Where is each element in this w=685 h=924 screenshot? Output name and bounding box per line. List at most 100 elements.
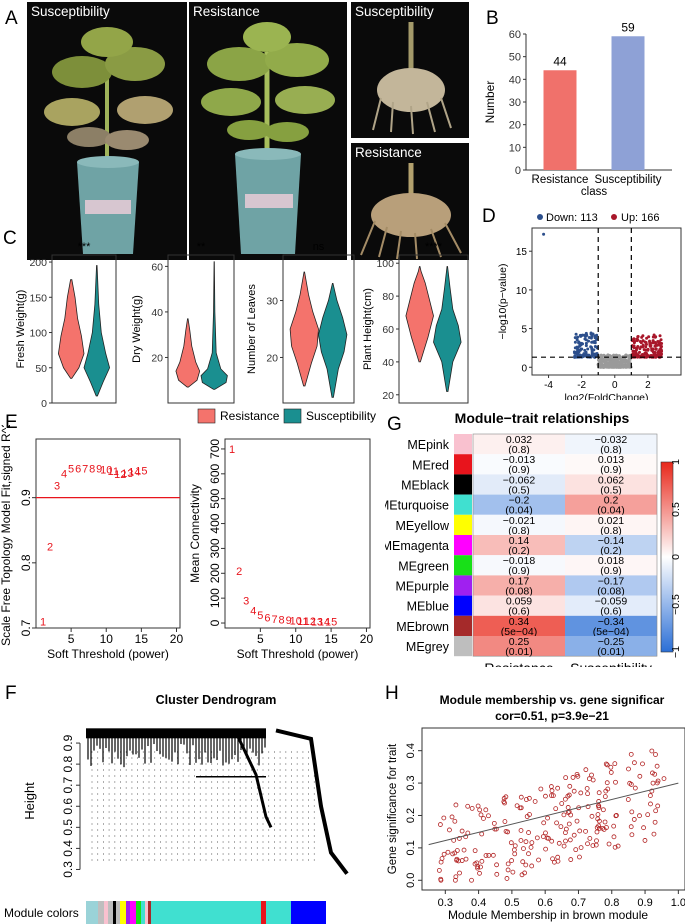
correlation-value: −0.2 bbox=[509, 495, 530, 507]
x-tick-label: 0.4 bbox=[471, 897, 486, 909]
data-point bbox=[584, 786, 590, 791]
y-tick-label: 20 bbox=[151, 352, 163, 364]
data-point bbox=[436, 867, 442, 873]
y-tick-label: 60 bbox=[151, 261, 163, 273]
x-tick-label: 0 bbox=[612, 380, 618, 391]
y-tick-label: 300 bbox=[208, 538, 222, 558]
x-tick-label: 0.6 bbox=[538, 897, 553, 909]
data-point bbox=[555, 858, 561, 864]
point-up bbox=[641, 334, 645, 338]
data-point bbox=[559, 801, 565, 806]
y-tick-label: 60 bbox=[382, 324, 394, 336]
data-point bbox=[571, 788, 577, 794]
correlation-value: 0.2 bbox=[604, 495, 619, 507]
y-tick-label: 0.7 bbox=[61, 777, 75, 794]
point-up bbox=[645, 336, 649, 340]
data-point bbox=[454, 848, 460, 853]
data-point bbox=[567, 837, 573, 843]
p-value: (0.2) bbox=[508, 545, 530, 557]
point-up bbox=[637, 350, 641, 354]
x-axis-label: class bbox=[581, 186, 607, 198]
x-tick-label: 2 bbox=[645, 380, 651, 391]
bar bbox=[611, 36, 645, 171]
colorbar-tick-label: 0.5 bbox=[670, 502, 682, 517]
heatmap-cell bbox=[473, 434, 565, 455]
module-color-segment bbox=[104, 901, 108, 924]
y-tick-label: 40 bbox=[509, 74, 521, 86]
violin bbox=[433, 266, 462, 392]
power-label: 1 bbox=[40, 616, 46, 628]
data-point bbox=[452, 818, 458, 824]
data-point bbox=[504, 876, 510, 881]
data-point bbox=[453, 874, 459, 880]
data-point bbox=[526, 830, 531, 835]
correlation-value: −0.018 bbox=[503, 555, 536, 567]
heatmap-cell bbox=[473, 535, 565, 556]
y-tick-label: 15 bbox=[516, 247, 528, 258]
point-up bbox=[640, 353, 644, 357]
p-value: (0.6) bbox=[600, 606, 622, 618]
x-tick-label: 20 bbox=[360, 632, 374, 646]
x-tick-label: -2 bbox=[577, 380, 586, 391]
y-tick-label: 0 bbox=[515, 165, 521, 177]
y-tick-label: 0.2 bbox=[405, 808, 417, 823]
data-point bbox=[454, 857, 460, 863]
data-point bbox=[447, 827, 452, 833]
data-point bbox=[494, 862, 499, 868]
chart-title: Cluster Dendrogram bbox=[156, 693, 277, 707]
module-name: MEmagenta bbox=[385, 539, 449, 553]
data-point bbox=[612, 844, 618, 850]
photo-resistant-root: Resistance bbox=[351, 143, 469, 260]
data-point bbox=[632, 785, 638, 791]
correlation-value: 0.17 bbox=[509, 575, 530, 587]
module-name: MEyellow bbox=[396, 519, 450, 533]
point-down bbox=[587, 339, 591, 343]
module-color-swatch bbox=[454, 434, 472, 455]
data-point bbox=[577, 854, 582, 860]
p-value: (0.8) bbox=[600, 444, 622, 456]
point-up bbox=[639, 341, 643, 345]
power-label: 7 bbox=[271, 614, 277, 626]
data-point bbox=[563, 830, 568, 836]
module-color-swatch bbox=[454, 555, 472, 576]
x-axis-label: Soft Threshold (power) bbox=[47, 647, 169, 661]
power-label: 14 bbox=[128, 467, 140, 479]
data-point bbox=[562, 796, 568, 802]
data-point bbox=[596, 803, 602, 809]
heatmap-cell bbox=[565, 474, 657, 495]
data-point bbox=[519, 872, 525, 878]
y-tick-label: 10 bbox=[516, 286, 528, 297]
module-color-swatch bbox=[454, 494, 472, 515]
point-ns bbox=[615, 360, 619, 364]
chart-subtitle: cor=0.51, p=3.9e−21 bbox=[495, 709, 609, 723]
module-color-segment bbox=[136, 901, 141, 924]
significance-label: *** bbox=[78, 241, 92, 253]
point-down bbox=[583, 348, 587, 352]
point-down bbox=[591, 332, 595, 336]
heatmap-cell bbox=[565, 535, 657, 556]
x-axis-label: log2(FoldChange) bbox=[564, 392, 648, 400]
legend-label: Up: 166 bbox=[621, 212, 660, 224]
data-point bbox=[587, 836, 593, 841]
point-ns bbox=[603, 361, 607, 365]
y-tick-label: 0.7 bbox=[19, 619, 33, 636]
x-tick-label: 15 bbox=[324, 632, 338, 646]
point-down bbox=[584, 344, 588, 348]
data-point bbox=[478, 812, 484, 818]
heatmap-cell bbox=[473, 575, 565, 596]
point-ns bbox=[608, 363, 612, 367]
data-point bbox=[456, 836, 462, 841]
data-point bbox=[521, 846, 526, 851]
point-ns bbox=[606, 365, 610, 369]
heatmap-cell bbox=[565, 454, 657, 475]
x-tick-label: 0.8 bbox=[604, 897, 619, 909]
power-label: 11 bbox=[108, 466, 119, 478]
point-up bbox=[631, 349, 635, 353]
module-color-swatch bbox=[454, 514, 472, 535]
data-point bbox=[479, 858, 485, 864]
data-point bbox=[585, 841, 590, 847]
data-point bbox=[517, 805, 523, 811]
data-point bbox=[463, 856, 469, 862]
data-point bbox=[483, 853, 489, 858]
chart-title: Module membership vs. gene significar bbox=[440, 693, 665, 707]
